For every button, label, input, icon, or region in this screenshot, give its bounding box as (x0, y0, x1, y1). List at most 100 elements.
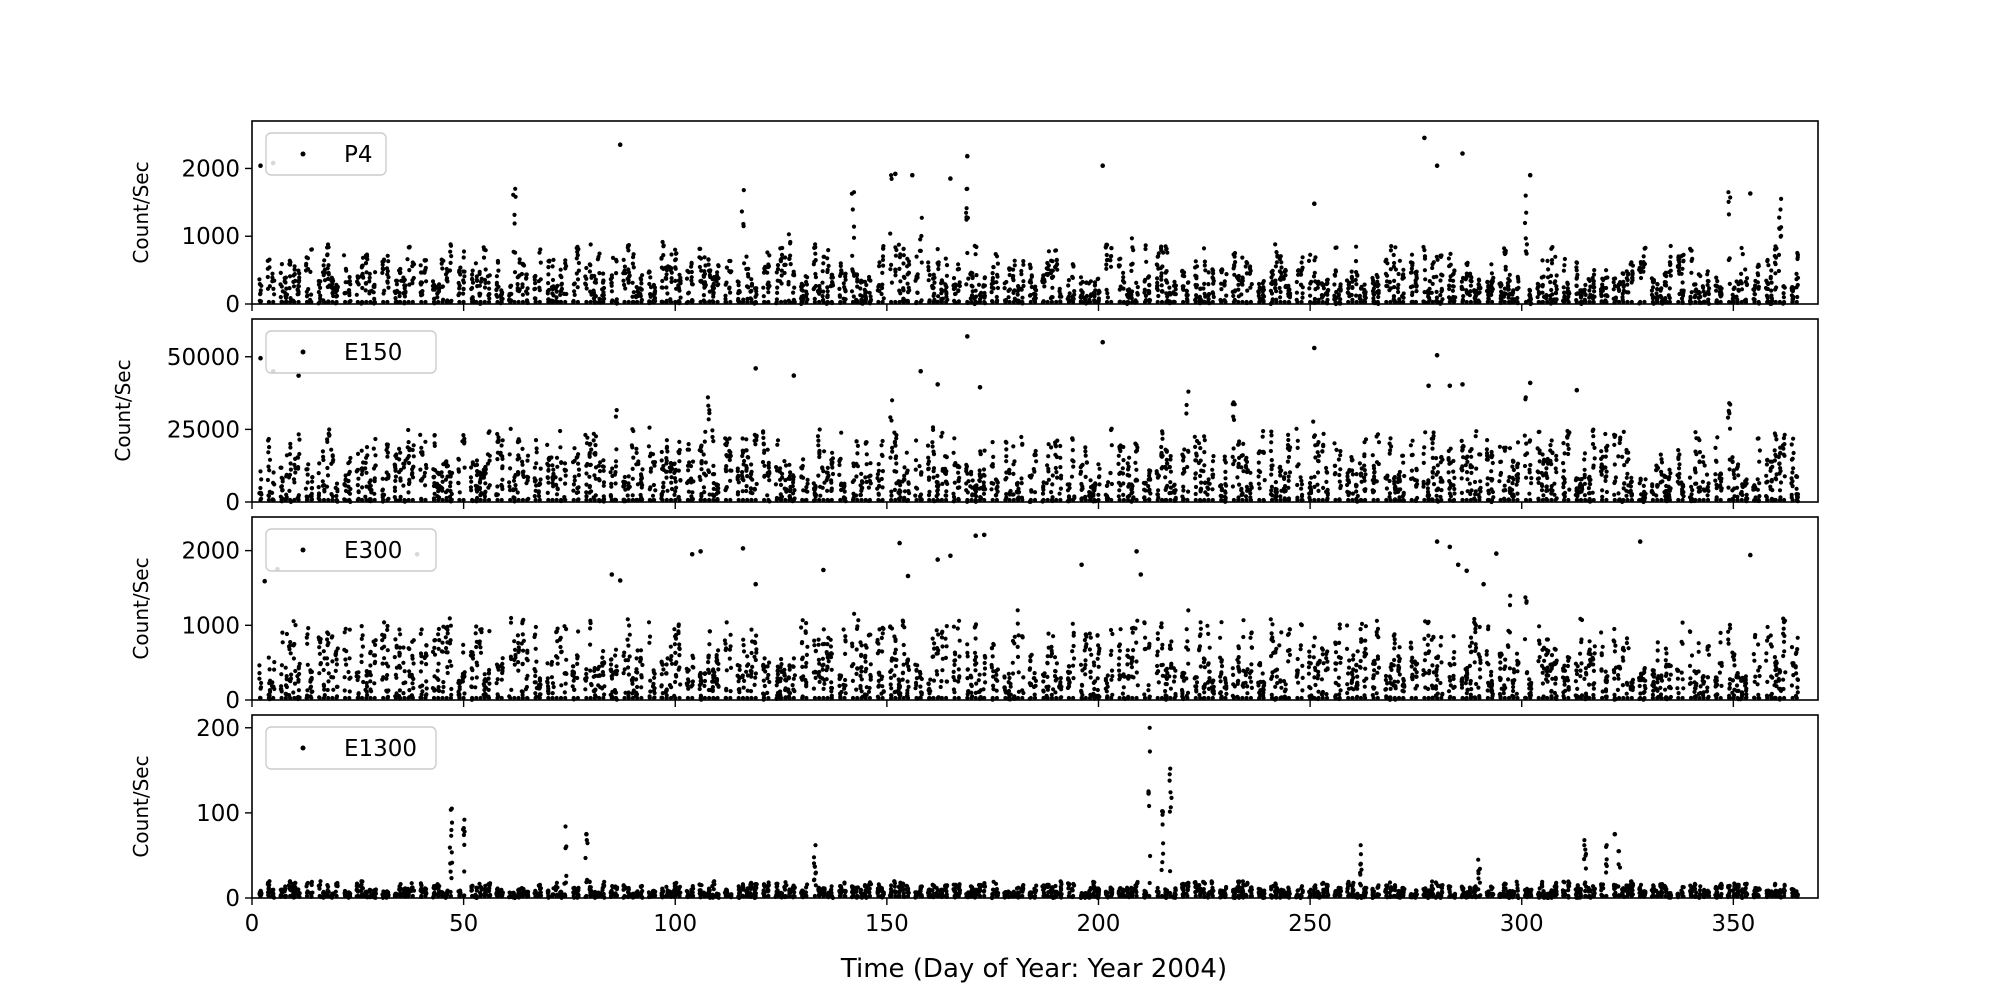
data-point (394, 475, 398, 479)
data-point (761, 460, 765, 464)
data-point (907, 482, 911, 486)
data-point (1156, 488, 1160, 492)
data-point (634, 447, 638, 451)
data-point (516, 457, 520, 461)
data-point (555, 456, 559, 460)
data-point (440, 489, 444, 493)
data-point (729, 469, 733, 473)
data-point (1592, 289, 1596, 293)
data-point (1288, 445, 1292, 449)
data-point (1079, 482, 1083, 486)
data-point (665, 489, 669, 493)
data-point (266, 465, 270, 469)
data-point (661, 286, 665, 290)
data-point (1011, 274, 1015, 278)
data-point (945, 274, 949, 278)
data-point (706, 395, 710, 399)
data-point (674, 257, 678, 261)
data-point (1545, 259, 1549, 263)
data-point (1727, 258, 1731, 262)
data-point (385, 455, 389, 459)
data-point (419, 446, 423, 450)
data-point (888, 267, 892, 271)
data-point (728, 291, 732, 295)
data-point (850, 254, 854, 258)
data-point (974, 245, 978, 249)
data-point (592, 438, 596, 442)
data-point (558, 429, 562, 433)
data-point (812, 287, 816, 291)
data-point (326, 263, 330, 267)
data-point (305, 293, 309, 297)
data-point (995, 295, 999, 299)
data-point (423, 259, 427, 263)
data-point (555, 492, 559, 496)
data-point (516, 282, 520, 286)
data-point (292, 284, 296, 288)
data-point (805, 275, 809, 279)
data-point (1728, 195, 1732, 199)
data-point (1160, 283, 1164, 287)
data-point (792, 273, 796, 277)
data-point (501, 438, 505, 442)
data-point (393, 469, 397, 473)
data-point (407, 245, 411, 249)
data-point (640, 288, 644, 292)
data-point (259, 477, 263, 481)
data-point (766, 448, 770, 452)
data-point (1092, 292, 1096, 296)
data-point (981, 285, 985, 289)
data-point (1029, 278, 1033, 282)
data-point (932, 466, 936, 470)
data-point (507, 485, 511, 489)
data-point (842, 285, 846, 289)
data-point (534, 461, 538, 465)
data-point (816, 289, 820, 293)
data-point (1105, 484, 1109, 488)
data-point (1011, 444, 1015, 448)
data-point (1414, 285, 1418, 289)
data-point (1540, 291, 1544, 295)
data-point (483, 481, 487, 485)
data-point (1287, 479, 1291, 483)
data-point (444, 478, 448, 482)
data-point (1211, 475, 1215, 479)
data-point (1756, 280, 1760, 284)
data-point (1332, 282, 1336, 286)
data-point (360, 467, 364, 471)
data-point (1669, 255, 1673, 259)
data-point (983, 276, 987, 280)
data-point (386, 286, 390, 290)
data-point (386, 259, 390, 263)
data-point (496, 435, 500, 439)
data-point (1110, 482, 1114, 486)
data-point (920, 216, 924, 220)
data-point (889, 490, 893, 494)
data-point (267, 494, 271, 498)
data-point (1261, 429, 1265, 433)
data-point (1241, 453, 1245, 457)
data-point (1168, 457, 1172, 461)
data-point (448, 489, 452, 493)
data-point (562, 292, 566, 296)
data-point (1004, 476, 1008, 480)
data-point (830, 451, 834, 455)
data-point (880, 292, 884, 296)
data-point (1461, 294, 1465, 298)
data-point (1194, 259, 1198, 263)
data-point (707, 269, 711, 273)
data-point (996, 286, 1000, 290)
data-point (897, 243, 901, 247)
data-point (626, 493, 630, 497)
data-point (1693, 295, 1697, 299)
data-point (461, 278, 465, 282)
data-point (1312, 475, 1316, 479)
data-point (1156, 255, 1160, 259)
data-point (588, 443, 592, 447)
data-point (1396, 283, 1400, 287)
data-point (1392, 285, 1396, 289)
data-point (1186, 490, 1190, 494)
data-point (837, 463, 841, 467)
data-point (687, 460, 691, 464)
data-point (1134, 443, 1138, 447)
